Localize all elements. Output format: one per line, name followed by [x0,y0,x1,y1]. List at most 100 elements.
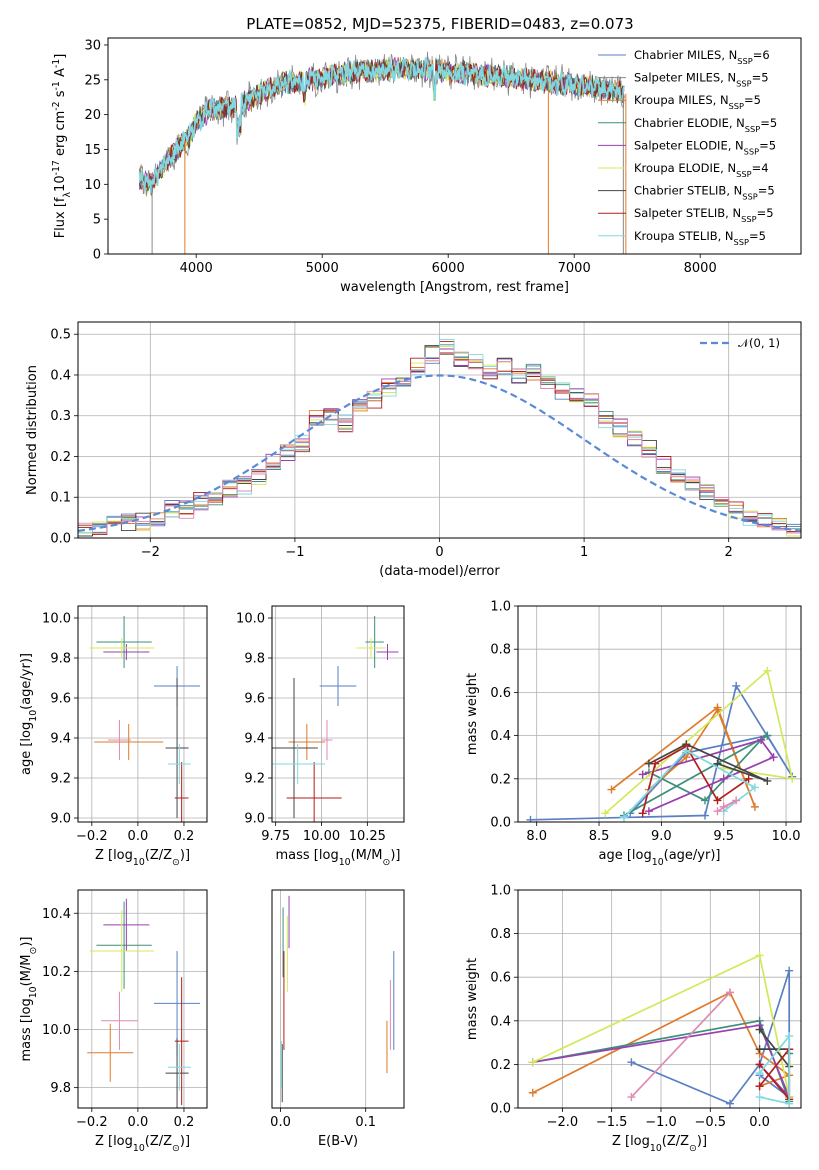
panel-z-mass: −0.2 0.0 0.2 9.8 10.0 10.2 10.4 Z [log10(Z/Z⊙)]… [19,889,208,1154]
x-axis-label: Z [log10(Z/Z⊙)] [612,1134,707,1154]
weight-marker [763,776,772,785]
error-point [94,724,164,760]
y-tick-label: 0.6 [490,971,511,986]
weight-marker [713,807,722,816]
x-tick-label: 8000 [684,261,717,276]
weight-marker [755,1082,764,1091]
weight-marker [619,813,628,822]
weight-marker [763,666,772,675]
y-tick-label: 1.0 [490,600,511,615]
legend-entry: Kroupa STELIB, NSSP=5 [634,229,766,247]
error-point [96,901,152,989]
error-point [174,977,189,1106]
panel-spectrum: 4000 5000 6000 7000 8000 0 5 10 15 20 25 30 waveleng… [51,37,802,295]
panel-z-weight: −2.0 −1.5 −1.0 −0.5 0.0 0.0 0.2 0.4 0.6 0.8 1.0 Z [… [465,884,802,1154]
y-tick-label: 0.2 [490,772,511,787]
histogram-series [78,352,801,538]
error-point [272,744,326,784]
x-tick-label: 8.5 [589,829,610,844]
histogram-series [78,339,801,538]
spectrum-line [138,57,625,194]
error-point [272,678,318,818]
error-point [89,638,155,658]
y-tick-label: 9.8 [244,652,265,667]
y-tick-label: 0.0 [490,816,511,831]
error-point [103,644,150,660]
weight-marker [719,802,728,811]
plot-area [528,951,794,1108]
spectrum-line [139,58,625,194]
weight-line [758,1033,791,1105]
axes-frame [77,889,208,1109]
error-point [107,720,131,760]
error-point [103,898,150,952]
x-axis-label: wavelength [Angstrom, rest frame] [340,280,569,295]
y-tick-label: 10.4 [42,907,71,922]
weight-marker [528,1088,537,1097]
y-tick-label: 0.4 [490,1014,511,1029]
weight-marker [763,731,772,740]
axes-frame [107,37,802,255]
y-axis-label: Flux [fλ10-17 erg cm-2 s-1 A-1] [51,54,73,239]
legend-entry: Chabrier ELODIE, NSSP=5 [634,116,777,134]
axes-frame [271,889,405,1109]
y-tick-label: 0 [93,248,101,263]
weight-marker [627,1058,636,1067]
y-tick-label: 9.4 [50,732,71,747]
y-axis-label: age [log10(age/yr)] [19,653,39,775]
error-point [87,1023,134,1082]
x-tick-label: 9.0 [651,829,672,844]
legend-entry: Chabrier MILES, NSSP=6 [634,48,770,66]
weight-marker [651,759,660,768]
plot-area [78,339,801,538]
x-tick-label: 0.0 [270,1115,291,1130]
weight-marker [769,753,778,762]
y-axis-label: Normed distribution [25,365,40,495]
weight-marker [526,815,535,822]
legend-entry: Kroupa ELODIE, NSSP=4 [634,161,769,179]
weight-marker [601,809,610,818]
panel-age-weight: 8.0 8.5 9.0 9.5 10.0 0.0 0.2 0.4 0.6 0.8 1.0 age [l… [465,600,802,868]
error-point [167,1044,191,1091]
error-point [174,762,189,822]
weight-marker [719,774,728,783]
y-tick-label: 0.2 [490,1058,511,1073]
weight-marker [726,988,735,997]
error-point [286,762,342,822]
error-point [89,910,155,992]
x-axis-label: E(B-V) [318,1134,358,1149]
legend-entry: Kroupa MILES, NSSP=5 [634,93,761,111]
weight-marker [528,1058,537,1067]
weight-marker [644,807,653,816]
weight-line [610,706,756,808]
axes-frame [517,889,802,1109]
x-tick-label: 0.2 [174,829,195,844]
weight-marker [755,1060,764,1069]
x-tick-label: 2 [725,545,733,560]
weight-marker [638,770,647,779]
x-axis-label: (data-model)/error [379,564,500,579]
error-point [376,644,399,660]
error-point [101,991,138,1050]
plot-area [526,666,797,822]
x-tick-label: −1 [285,545,304,560]
weight-marker [638,809,647,818]
y-tick-label: 9.2 [244,772,265,787]
x-tick-label: 6000 [432,261,465,276]
x-tick-label: 10.25 [349,829,386,844]
axes-frame [77,605,208,823]
error-point [356,638,386,658]
plot-area [272,616,399,822]
weight-marker [744,774,753,783]
panels: 4000 5000 6000 7000 8000051015202530waveleng… [19,37,802,1154]
x-tick-label: −0.5 [694,1115,726,1130]
x-tick-label: 0.0 [749,1115,770,1130]
x-tick-label: −1.5 [596,1115,628,1130]
weight-marker [755,951,764,960]
weight-marker [713,759,722,768]
x-tick-label: 0 [435,545,443,560]
legend-entry: 𝒩(0, 1) [738,336,780,350]
x-axis-label: Z [log10(Z/Z⊙)] [95,1134,190,1154]
y-tick-label: 0.1 [50,491,71,506]
error-point [96,616,152,668]
